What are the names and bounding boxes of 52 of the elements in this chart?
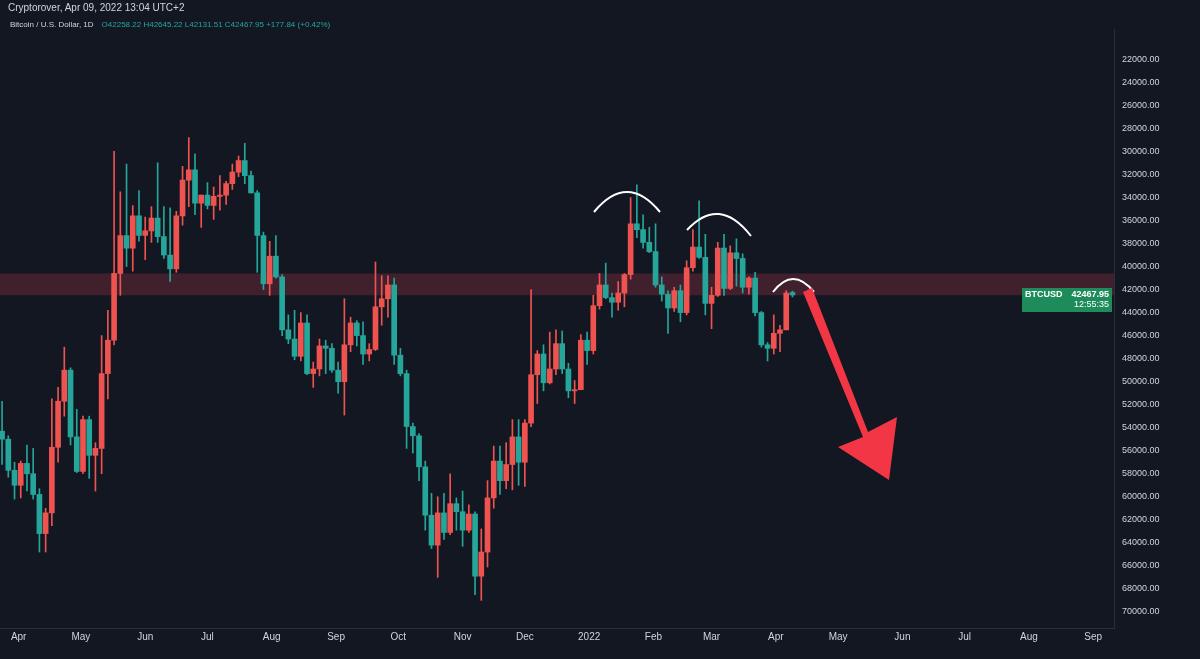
text: Cryptorover, Apr 09, 2022 13:04 UTC+2 (8, 2, 185, 13)
annotation: 12:55:35 (1073, 299, 1109, 310)
x-tick-label: Jun (137, 630, 154, 642)
annotation: BTCUSD (1025, 289, 1063, 300)
y-tick-label: 42000.00 (1122, 284, 1160, 295)
y-tick-label: 70000.00 (1122, 606, 1160, 617)
y-tick-label: 50000.00 (1122, 376, 1160, 387)
x-tick-label: Jul (958, 630, 972, 642)
x-tick-label: May (71, 630, 91, 642)
y-tick-label: 32000.00 (1122, 168, 1160, 179)
y-tick-label: 48000.00 (1122, 353, 1160, 364)
candlestick (310, 361, 317, 388)
y-tick-label: 22000.00 (1122, 53, 1160, 64)
x-tick-label: Aug (1020, 630, 1038, 642)
y-tick-label: 54000.00 (1122, 422, 1160, 433)
y-tick-label: 38000.00 (1122, 238, 1160, 248)
y-tick-label: 64000.00 (1122, 537, 1160, 548)
x-tick-label: Nov (453, 630, 472, 642)
x-tick-label: Aug (262, 630, 281, 642)
x-tick-label: Sep (327, 630, 346, 642)
y-tick-label: 62000.00 (1122, 514, 1160, 525)
x-tick-label: Apr (10, 630, 28, 642)
y-tick-label: 36000.00 (1122, 214, 1160, 225)
y-tick-label: 52000.00 (1122, 399, 1160, 410)
x-tick-label: Jun (894, 630, 911, 642)
y-tick-label: 68000.00 (1122, 583, 1160, 594)
x-tick-label: Oct (390, 630, 407, 642)
candlestick (142, 216, 149, 260)
x-tick-label: Apr (768, 630, 785, 642)
x-tick-label: Dec (515, 630, 534, 642)
y-tick-label: 66000.00 (1122, 560, 1160, 571)
y-tick-label: 28000.00 (1122, 122, 1160, 133)
y-tick-label: 24000.00 (1122, 76, 1160, 87)
y-tick-label: 26000.00 (1122, 99, 1160, 110)
y-tick-label: 56000.00 (1122, 445, 1160, 456)
x-tick-label: Feb (644, 630, 663, 642)
x-tick-label: Jul (201, 630, 214, 642)
y-tick-label: 30000.00 (1122, 145, 1160, 156)
y-tick-label: 60000.00 (1122, 491, 1160, 502)
chart-subtitle: O42258.22 H42645.22 L42131.51 C42467.95 +177.84 (+0.42%) (101, 20, 331, 29)
y-tick-label: 34000.00 (1122, 191, 1160, 202)
chart-title: Bitcoin / U.S. Dollar, 1D (10, 20, 94, 29)
x-tick-label: Sep (1084, 630, 1103, 642)
y-tick-label: 58000.00 (1122, 468, 1160, 479)
x-tick-label: 2022 (578, 630, 601, 642)
x-tick-label: Mar (702, 630, 721, 642)
y-tick-label: 46000.00 (1122, 330, 1160, 341)
x-tick-label: May (828, 630, 848, 642)
y-tick-label: 40000.00 (1122, 261, 1160, 272)
y-tick-label: 44000.00 (1122, 307, 1160, 318)
candlestick (167, 207, 173, 282)
annotation: 42467.95 (1071, 289, 1109, 300)
